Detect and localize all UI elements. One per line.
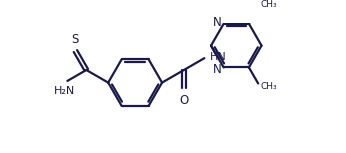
Text: H₂N: H₂N: [53, 86, 75, 96]
Text: CH₃: CH₃: [261, 82, 277, 91]
Text: S: S: [72, 33, 79, 46]
Text: HN: HN: [210, 52, 227, 62]
Text: O: O: [179, 93, 189, 106]
Text: CH₃: CH₃: [261, 0, 277, 9]
Text: N: N: [212, 63, 221, 76]
Text: N: N: [212, 15, 221, 28]
